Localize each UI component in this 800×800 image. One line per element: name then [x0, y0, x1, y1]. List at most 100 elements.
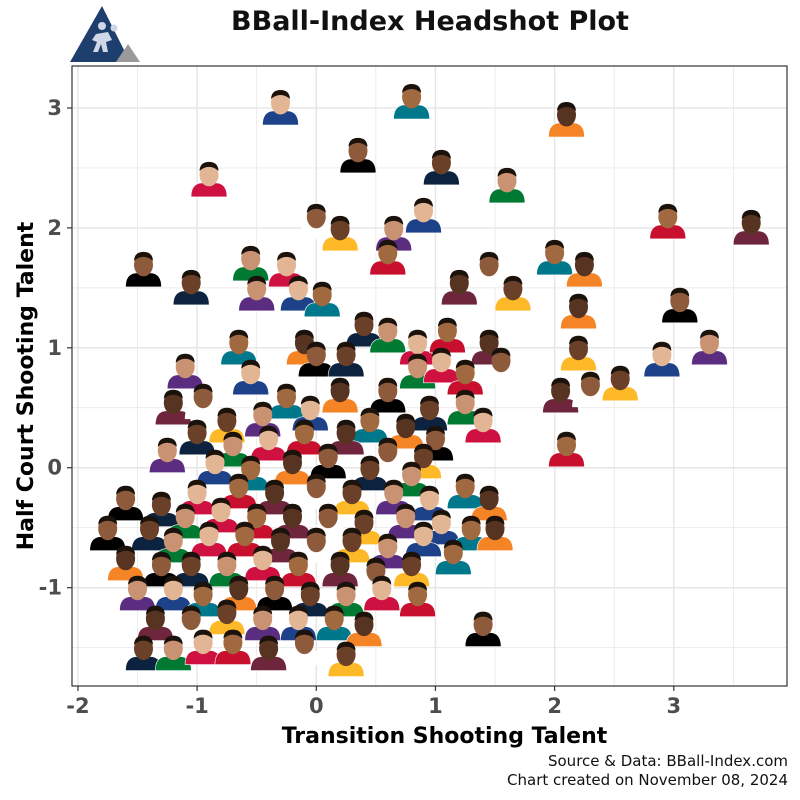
player-headshot-point[interactable]	[411, 395, 448, 432]
player-headshot-point[interactable]	[262, 90, 299, 126]
player-headshot-point[interactable]	[661, 287, 699, 324]
player-headshot-point[interactable]	[464, 611, 502, 647]
player-hair	[223, 431, 243, 441]
player-face	[229, 331, 249, 355]
player-headshot-point[interactable]	[363, 575, 401, 612]
player-headshot-point[interactable]	[351, 407, 389, 444]
player-headshot-point[interactable]	[297, 203, 335, 240]
player-headshot-point[interactable]	[649, 203, 687, 240]
player-hair	[217, 599, 237, 609]
player-face	[658, 205, 678, 229]
player-headshot-point[interactable]	[548, 102, 585, 138]
player-headshot-point[interactable]	[405, 521, 442, 558]
player-headshot-point[interactable]	[732, 209, 770, 246]
player-headshot-point[interactable]	[399, 581, 436, 618]
player-headshot-point[interactable]	[434, 539, 472, 576]
player-headshot-point[interactable]	[184, 629, 222, 665]
player-headshot-point[interactable]	[399, 353, 436, 390]
player-headshot-point[interactable]	[446, 473, 484, 510]
player-headshot-point[interactable]	[446, 359, 484, 396]
player-headshot-point[interactable]	[321, 215, 359, 252]
player-headshot-point[interactable]	[125, 635, 162, 671]
player-face	[193, 631, 213, 655]
player-headshot-point[interactable]	[268, 383, 305, 420]
player-hair	[193, 629, 213, 639]
player-headshot-point[interactable]	[89, 515, 127, 552]
player-headshot-point[interactable]	[286, 629, 323, 665]
player-headshot-point[interactable]	[214, 629, 252, 665]
player-headshot-point[interactable]	[107, 485, 144, 522]
player-headshot-point[interactable]	[476, 515, 514, 552]
player-headshot-point[interactable]	[184, 383, 222, 420]
player-hair	[402, 551, 422, 561]
player-headshot-point[interactable]	[548, 431, 585, 468]
player-headshot-point[interactable]	[423, 347, 460, 384]
player-face	[288, 277, 308, 301]
player-headshot-point[interactable]	[131, 515, 168, 552]
player-headshot-point[interactable]	[494, 275, 532, 312]
player-headshot-point[interactable]	[339, 137, 377, 174]
player-headshot-point[interactable]	[327, 341, 365, 378]
player-headshot-point[interactable]	[488, 167, 526, 204]
player-headshot-point[interactable]	[178, 479, 216, 516]
player-headshot-point[interactable]	[440, 269, 478, 306]
player-headshot-point[interactable]	[232, 245, 270, 282]
player-headshot-point[interactable]	[387, 413, 425, 450]
player-headshot-point[interactable]	[601, 365, 639, 402]
player-headshot-point[interactable]	[560, 293, 597, 330]
player-face	[330, 379, 350, 403]
player-headshot-point[interactable]	[250, 425, 287, 462]
player-headshot-point[interactable]	[119, 575, 156, 612]
player-headshot-point[interactable]	[470, 251, 508, 288]
player-headshot-point[interactable]	[369, 239, 407, 276]
player-headshot-point[interactable]	[125, 251, 162, 288]
player-headshot-point[interactable]	[405, 197, 442, 234]
player-headshot-point[interactable]	[321, 377, 359, 414]
player-headshot-point[interactable]	[393, 84, 430, 120]
player-headshot-point[interactable]	[190, 161, 228, 198]
player-headshot-point[interactable]	[297, 341, 335, 378]
player-headshot-point[interactable]	[148, 437, 186, 474]
player-headshot-point[interactable]	[566, 251, 603, 288]
player-face	[116, 487, 136, 511]
player-headshot-point[interactable]	[345, 611, 383, 647]
player-headshot-point[interactable]	[464, 407, 502, 444]
player-headshot-point[interactable]	[166, 353, 204, 390]
player-headshot-point[interactable]	[369, 377, 407, 414]
player-headshot-point[interactable]	[220, 329, 258, 366]
player-jersey	[446, 380, 484, 396]
bball-index-logo-icon	[70, 6, 140, 62]
player-headshot-point[interactable]	[154, 389, 192, 426]
player-headshot-point[interactable]	[482, 347, 520, 384]
bball-index-logo	[68, 4, 142, 64]
player-hair	[408, 581, 428, 591]
player-face	[551, 379, 571, 403]
player-headshot-point[interactable]	[542, 377, 579, 414]
player-headshot-point[interactable]	[560, 335, 597, 372]
player-headshot-point[interactable]	[303, 281, 341, 318]
player-headshot-point[interactable]	[280, 551, 317, 588]
player-headshot-point[interactable]	[691, 329, 728, 366]
player-headshot-point[interactable]	[572, 371, 609, 408]
player-headshot-point[interactable]	[250, 635, 287, 671]
player-hair	[134, 635, 153, 645]
player-headshot-point[interactable]	[190, 521, 228, 558]
player-headshot-point[interactable]	[643, 341, 681, 378]
player-hair	[217, 407, 237, 417]
player-headshot-point[interactable]	[274, 449, 311, 486]
player-headshot-point[interactable]	[154, 635, 192, 671]
player-headshot-point[interactable]	[172, 269, 210, 306]
player-headshot-point[interactable]	[327, 419, 365, 456]
player-headshot-point[interactable]	[536, 239, 573, 276]
player-headshot-point[interactable]	[232, 359, 270, 396]
player-headshot-point[interactable]	[196, 449, 234, 486]
player-jersey	[399, 602, 436, 618]
player-hair	[235, 521, 255, 531]
player-headshot-point[interactable]	[238, 275, 276, 312]
player-headshot-point[interactable]	[369, 317, 407, 354]
player-headshot-point[interactable]	[327, 641, 365, 677]
player-face	[449, 271, 469, 295]
player-headshot-point[interactable]	[345, 311, 383, 348]
player-headshot-point[interactable]	[423, 149, 460, 186]
player-hair	[199, 161, 219, 171]
